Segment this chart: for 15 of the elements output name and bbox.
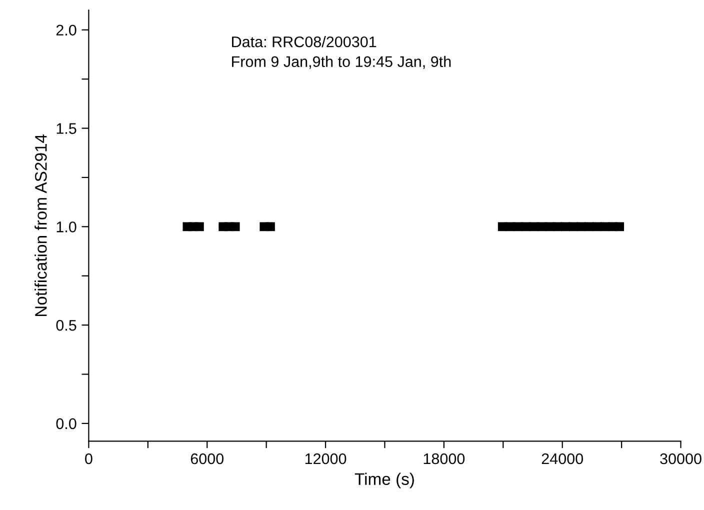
x-tick-label: 24000 <box>542 453 583 464</box>
x-axis-title: Time (s) <box>354 472 414 488</box>
x-tick-label: 12000 <box>305 453 346 464</box>
y-tick-label: 1.5 <box>56 123 76 134</box>
x-tick-label: 0 <box>85 453 92 464</box>
annotation: Data: RRC08/200301 <box>232 36 376 48</box>
annotation: From 9 Jan,9th to 19:45 Jan, 9th <box>232 56 451 69</box>
y-tick-label: 0.5 <box>56 320 76 331</box>
x-tick-label: 30000 <box>660 453 702 464</box>
y-axis-title: Notification from AS2914 <box>34 134 47 316</box>
y-tick-label: 0.0 <box>56 418 76 430</box>
y-tick-label: 1.0 <box>56 222 76 232</box>
y-tick-label: 2.0 <box>56 24 76 36</box>
x-tick-label: 6000 <box>190 453 224 464</box>
x-tick-label: 18000 <box>424 453 465 464</box>
